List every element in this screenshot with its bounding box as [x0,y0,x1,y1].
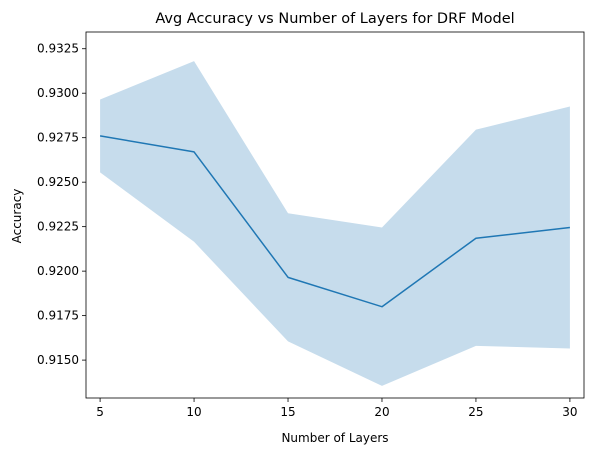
confidence-band [100,61,570,386]
x-tick-label: 30 [562,405,577,419]
x-tick-label: 15 [280,405,295,419]
x-tick-label: 25 [468,405,483,419]
y-axis-ticks: 0.9150 0.9175 0.9200 0.9225 0.9250 0.9275 0.93… [37,42,86,367]
y-tick-label: 0.9300 [37,86,79,100]
x-tick-label: 10 [186,405,201,419]
y-tick-label: 0.9325 [37,42,79,56]
x-tick-label: 5 [96,405,104,419]
y-tick-label: 0.9250 [37,175,79,189]
y-tick-label: 0.9175 [37,309,79,323]
plot-area [99,61,570,386]
x-tick-label: 20 [374,405,389,419]
x-axis-label: Number of Layers [281,431,388,445]
y-tick-label: 0.9150 [37,353,79,367]
chart-title: Avg Accuracy vs Number of Layers for DRF… [155,11,514,27]
y-tick-label: 0.9200 [37,264,79,278]
x-axis-ticks: 5 10 15 20 25 30 [96,398,578,419]
plot-frame [85,31,585,399]
y-tick-label: 0.9275 [37,131,79,145]
y-tick-label: 0.9225 [37,220,79,234]
y-axis-label: Accuracy [10,189,24,244]
series-line [99,135,570,308]
